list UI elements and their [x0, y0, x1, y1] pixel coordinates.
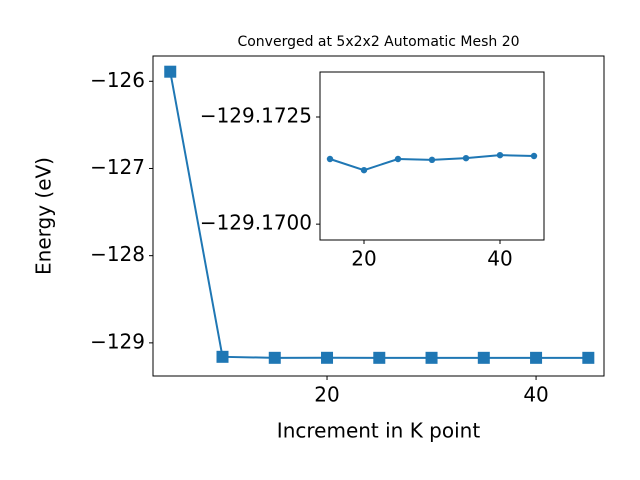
y-tick-label: −129.1725: [200, 104, 312, 128]
y-tick-label: −127: [90, 155, 145, 179]
x-tick-label: 40: [487, 247, 512, 271]
y-tick-label: −129: [90, 329, 145, 353]
y-tick-label: −129.1700: [200, 211, 312, 235]
marker: [321, 351, 334, 364]
y-axis-label: Energy (eV): [32, 157, 56, 275]
marker: [425, 351, 438, 364]
marker: [164, 65, 177, 78]
marker: [373, 351, 386, 364]
marker: [530, 351, 543, 364]
marker: [360, 166, 368, 174]
marker: [326, 155, 334, 163]
marker: [216, 350, 229, 363]
marker: [530, 152, 538, 160]
marker: [462, 154, 470, 162]
x-tick-label: 20: [314, 383, 339, 407]
x-tick-label: 40: [523, 383, 548, 407]
marker: [394, 155, 402, 163]
x-axis-label: Increment in K point: [277, 419, 481, 443]
y-tick-label: −128: [90, 242, 145, 266]
marker: [496, 151, 504, 159]
marker: [268, 351, 281, 364]
marker: [428, 156, 436, 164]
y-tick-label: −126: [90, 68, 145, 92]
marker: [582, 351, 595, 364]
x-tick-label: 20: [351, 247, 376, 271]
marker: [477, 351, 490, 364]
chart-title: Converged at 5x2x2 Automatic Mesh 20: [237, 34, 519, 50]
